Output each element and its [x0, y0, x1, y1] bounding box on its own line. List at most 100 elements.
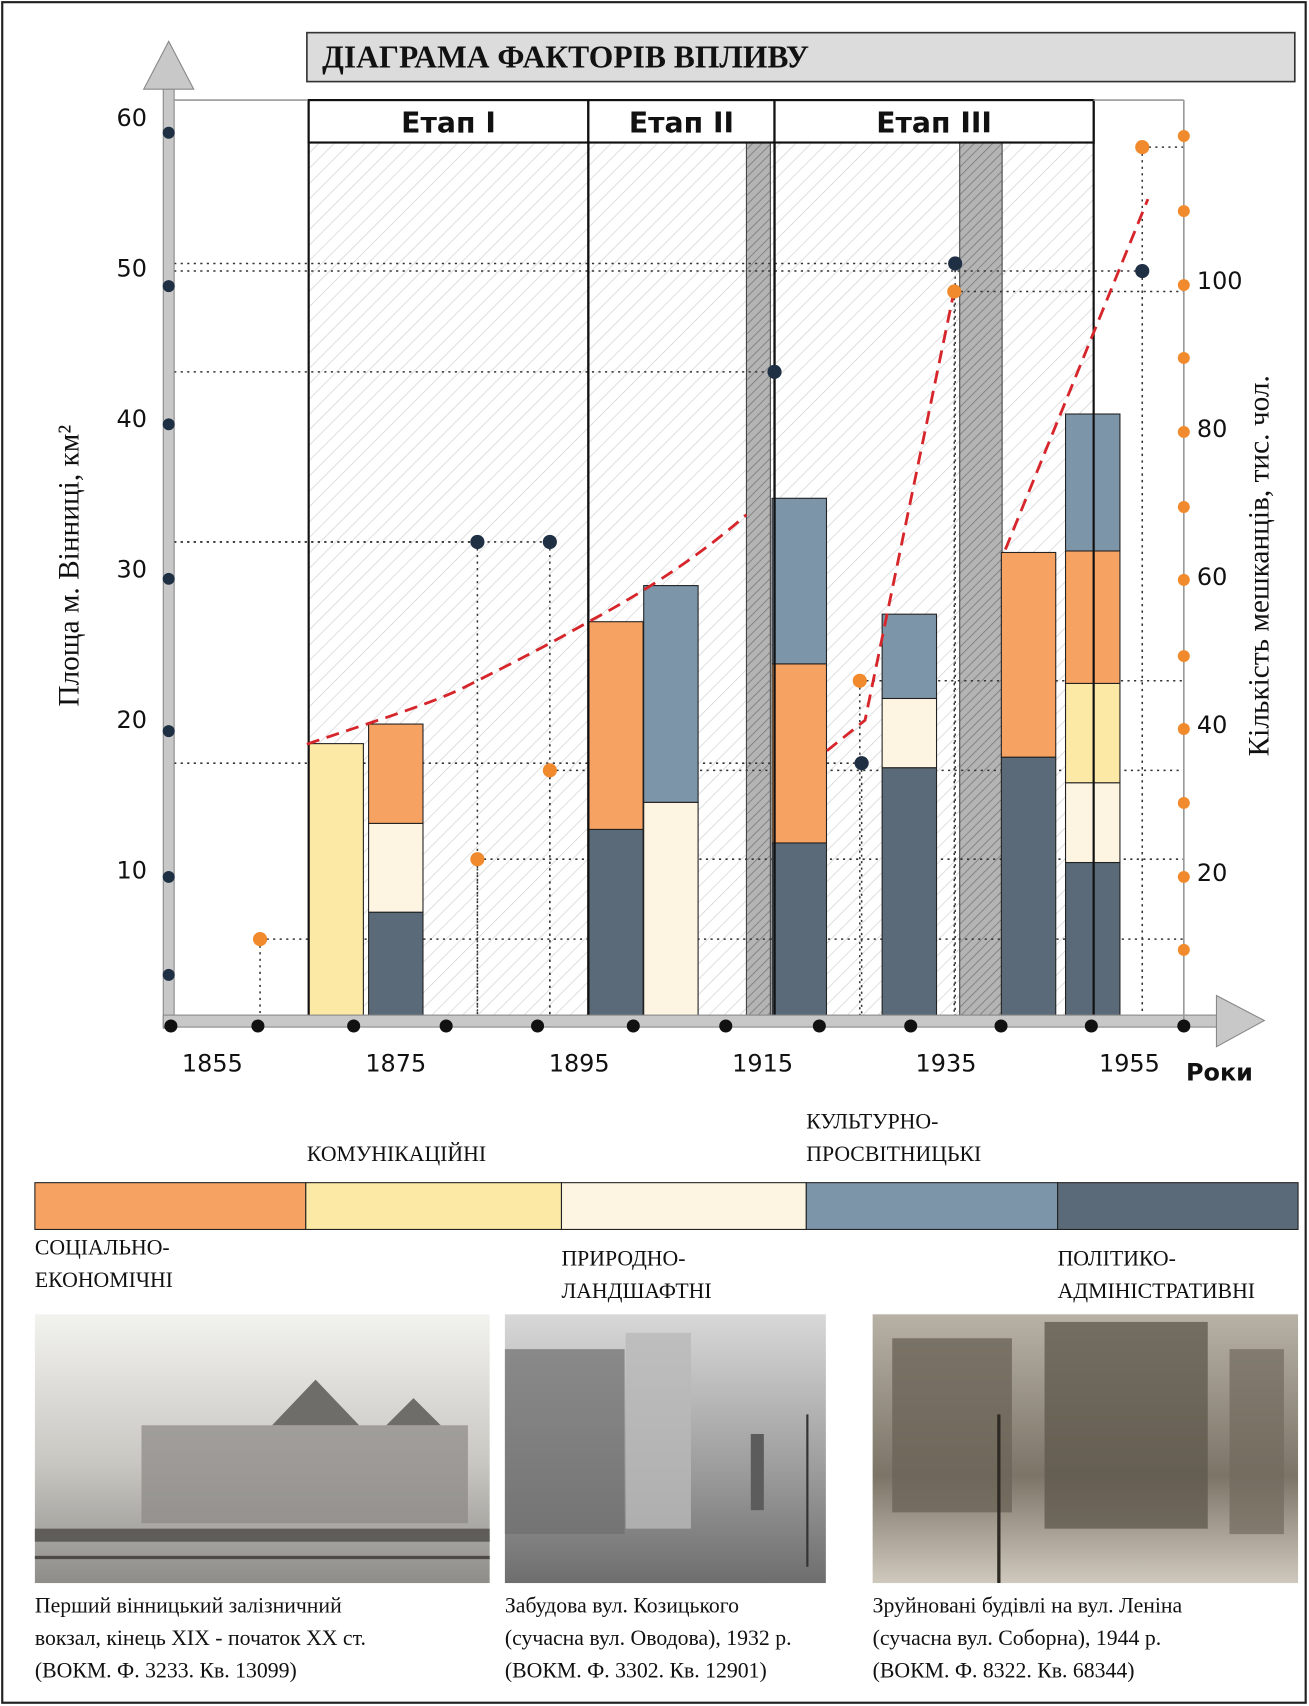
y-axis-arrow	[142, 40, 195, 90]
captions: Перший вінницький залізничний вокзал, кін…	[35, 1593, 1183, 1682]
axis-dot	[1177, 205, 1190, 218]
data-point	[947, 284, 962, 299]
axis-dot	[719, 1019, 733, 1033]
legend-swatch	[305, 1182, 563, 1230]
bar-segment	[771, 663, 828, 844]
data-point	[542, 763, 557, 778]
y2-tick-label: 60	[1197, 563, 1227, 591]
data-point	[470, 534, 485, 550]
stage-label: Етап III	[876, 107, 992, 140]
photo	[504, 1314, 826, 1584]
x-tick-label: 1895	[549, 1050, 610, 1078]
bar-segment	[368, 911, 424, 1022]
y-tick-label: 30	[116, 556, 146, 584]
bar-segment	[771, 497, 828, 665]
legend-label: СОЦІАЛЬНО-ЕКОНОМІЧНІ	[35, 1235, 173, 1292]
axis-dot	[812, 1019, 826, 1033]
bar-segment	[1000, 551, 1057, 758]
photo-caption: Зруйновані будівлі на вул. Леніна (сучасн…	[873, 1593, 1183, 1682]
y-axis	[162, 86, 175, 1029]
stage-label: Етап I	[401, 107, 496, 140]
axis-dot	[1177, 279, 1190, 292]
axis-dot	[162, 280, 175, 293]
stage-frames: Етап I Етап II Етап III	[307, 99, 1095, 1022]
legend-label: КУЛЬТУРНО-ПРОСВІТНИЦЬКІ	[806, 1109, 981, 1166]
y-tick-label: 10	[116, 857, 146, 885]
axis-dot	[162, 126, 175, 139]
axis-dot	[626, 1019, 640, 1033]
data-point	[767, 364, 782, 379]
axis-dot	[347, 1019, 361, 1033]
axis-dot	[162, 572, 175, 585]
axis-dot	[1177, 501, 1190, 513]
data-point	[852, 673, 867, 688]
data-point	[948, 256, 963, 271]
title-box	[306, 31, 1296, 83]
bar-segment	[881, 613, 938, 700]
axis-dot	[1177, 1019, 1191, 1033]
bars	[308, 413, 1121, 1022]
bar-segment	[881, 767, 938, 1022]
bar-segment	[368, 822, 424, 913]
x-axis-arrow	[1215, 994, 1266, 1048]
legend-swatch	[560, 1182, 807, 1230]
y2-axis-label: Кількість мешканців, тис. чол.	[1244, 375, 1276, 756]
x-tick-label: 1855	[182, 1050, 243, 1078]
legend-label: ПОЛІТИКО-АДМІНІСТРАТИВНІ	[1058, 1246, 1255, 1303]
bar-segment	[308, 743, 364, 1022]
axis-dot	[1084, 1019, 1098, 1033]
axis-dot	[162, 725, 175, 738]
guide-lines	[174, 146, 1184, 1021]
axis-dot	[1177, 870, 1190, 883]
y-tick-label: 20	[116, 706, 146, 734]
axis-dot	[1177, 650, 1190, 663]
data-point	[1135, 263, 1150, 279]
x-axis	[162, 1014, 1225, 1028]
y2-tick-label: 20	[1197, 859, 1227, 887]
bar-segment	[1000, 756, 1057, 1022]
legend-label: КОМУНІКАЦІЙНІ	[307, 1142, 486, 1166]
bar-segment	[643, 801, 699, 1022]
photo-caption: Перший вінницький залізничний вокзал, кін…	[35, 1593, 366, 1682]
photo-caption: Забудова вул. Козицького (сучасна вул. Ов…	[505, 1593, 792, 1682]
data-point	[542, 534, 557, 550]
axis-dot	[164, 1019, 178, 1033]
y2-tick-label: 100	[1197, 267, 1243, 295]
axis-dot	[994, 1019, 1008, 1033]
axis-dot	[1177, 425, 1190, 438]
x-axis-label: Роки	[1186, 1058, 1253, 1086]
axis-dot	[531, 1019, 545, 1033]
x-tick-label: 1915	[732, 1050, 793, 1078]
war-period-band	[959, 141, 1003, 1022]
axis-dot	[162, 870, 175, 883]
legend-label: ПРИРОДНО-ЛАНДШАФТНІ	[561, 1246, 711, 1303]
axis-dot	[1177, 796, 1190, 809]
axis-dot	[251, 1019, 265, 1033]
y-axis-label: Площа м. Вінниці, км²	[53, 425, 85, 707]
y-tick-label: 50	[116, 255, 146, 283]
chart-title: ДІАГРАМА ФАКТОРІВ ВПЛИВУ	[322, 39, 809, 74]
data-point	[252, 932, 268, 947]
axis-dot	[439, 1019, 453, 1033]
axis-dot	[1177, 130, 1190, 142]
axis-dot	[904, 1019, 918, 1033]
bar-segment	[368, 723, 424, 824]
data-point	[1135, 140, 1150, 155]
data-point	[854, 756, 869, 771]
tick-labels: 10 20 30 40 50 60 20 40 60 80 100 1855 1875 1895 1915 1…	[116, 104, 1242, 1077]
x-tick-label: 1875	[365, 1050, 426, 1078]
legend: СОЦІАЛЬНО-ЕКОНОМІЧНІ КОМУНІКАЦІЙНІ ПРИРОДН…	[34, 1109, 1299, 1303]
y2-tick-label: 80	[1197, 415, 1227, 443]
data-point	[470, 852, 485, 867]
x-tick-label: 1955	[1099, 1050, 1160, 1078]
bar-segment	[881, 697, 938, 769]
legend-swatch	[805, 1182, 1059, 1230]
data-points	[252, 140, 1150, 947]
stage-header	[587, 99, 776, 144]
photo	[872, 1314, 1299, 1584]
trend-line	[306, 198, 1150, 752]
stage-header	[773, 99, 1095, 144]
legend-swatch	[1057, 1182, 1299, 1230]
